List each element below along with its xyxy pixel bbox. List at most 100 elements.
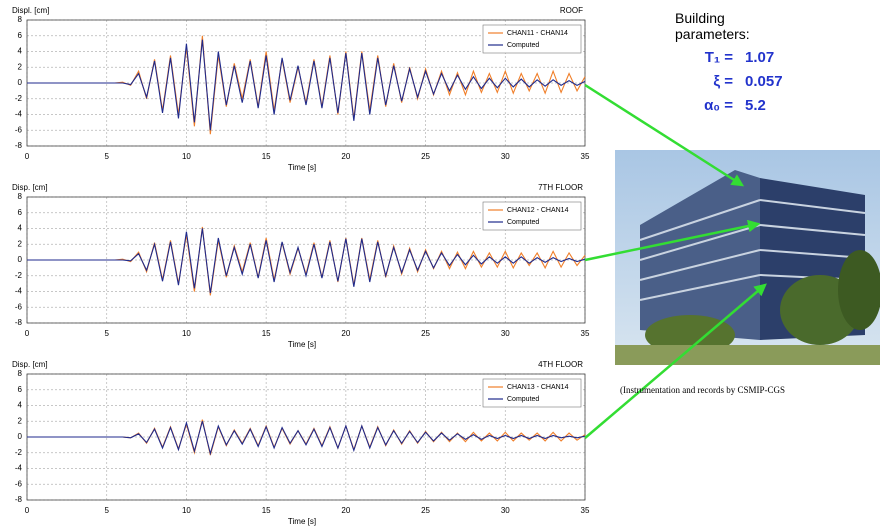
x-tick-label: 35 bbox=[581, 506, 590, 515]
y-tick-label: -4 bbox=[15, 287, 23, 296]
y-tick-label: -2 bbox=[15, 94, 23, 103]
y-tick-label: 4 bbox=[18, 401, 23, 410]
y-tick-label: 4 bbox=[18, 47, 23, 56]
y-tick-label: -4 bbox=[15, 464, 23, 473]
y-tick-label: 0 bbox=[18, 255, 23, 264]
y-tick-label: -8 bbox=[15, 318, 23, 327]
legend: CHAN13 - CHAN14 Computed bbox=[482, 378, 582, 408]
y-tick-label: 6 bbox=[18, 31, 23, 40]
floor-label: ROOF bbox=[560, 6, 583, 15]
x-tick-label: 20 bbox=[341, 152, 350, 161]
x-tick-label: 35 bbox=[581, 329, 590, 338]
x-tick-label: 20 bbox=[341, 329, 350, 338]
y-tick-label: 2 bbox=[18, 239, 23, 248]
x-axis-label: Time [s] bbox=[288, 163, 316, 172]
x-tick-label: 15 bbox=[262, 506, 271, 515]
building-side bbox=[640, 170, 760, 340]
y-tick-label: 6 bbox=[18, 385, 23, 394]
legend-label: CHAN13 - CHAN14 bbox=[507, 384, 569, 391]
building-photo bbox=[615, 150, 880, 365]
axis-title: Disp. [cm] bbox=[12, 183, 48, 192]
params-title: Building parameters: bbox=[675, 10, 750, 42]
param-row: ξ = 0.057 bbox=[675, 73, 795, 90]
legend-label: Computed bbox=[507, 42, 539, 49]
param-value: 0.057 bbox=[745, 73, 783, 90]
chart: -8 -6 -4 -2 0 2 4 6 8 0 5 10 15 20 25 30 35 Displ. [cm] RO… bbox=[12, 6, 590, 172]
y-tick-label: -6 bbox=[15, 479, 23, 488]
x-tick-label: 15 bbox=[262, 329, 271, 338]
lawn bbox=[615, 345, 880, 365]
y-tick-label: 6 bbox=[18, 208, 23, 217]
x-tick-label: 25 bbox=[421, 152, 430, 161]
param-symbol: α₀ = bbox=[704, 97, 733, 114]
param-symbol: ξ = bbox=[713, 73, 733, 90]
x-tick-label: 5 bbox=[104, 506, 109, 515]
x-axis-label: Time [s] bbox=[288, 340, 316, 349]
y-tick-label: -2 bbox=[15, 448, 23, 457]
y-tick-label: 4 bbox=[18, 224, 23, 233]
x-tick-label: 25 bbox=[421, 329, 430, 338]
y-tick-label: -6 bbox=[15, 125, 23, 134]
legend-box bbox=[482, 201, 582, 231]
arrow-4th bbox=[584, 283, 767, 439]
series-line bbox=[27, 228, 586, 294]
y-tick-label: 2 bbox=[18, 62, 23, 71]
param-value: 1.07 bbox=[745, 49, 775, 66]
x-tick-label: 10 bbox=[182, 506, 191, 515]
x-tick-label: 25 bbox=[421, 506, 430, 515]
legend: CHAN12 - CHAN14 Computed bbox=[482, 201, 582, 231]
floor-label: 4TH FLOOR bbox=[538, 360, 583, 369]
series-line bbox=[27, 39, 586, 131]
y-tick-label: -6 bbox=[15, 302, 23, 311]
x-tick-label: 5 bbox=[104, 152, 109, 161]
x-tick-label: 30 bbox=[501, 152, 510, 161]
y-tick-label: 8 bbox=[18, 369, 23, 378]
legend-box bbox=[482, 378, 582, 408]
y-tick-label: 0 bbox=[18, 78, 23, 87]
legend-label: CHAN12 - CHAN14 bbox=[507, 207, 569, 214]
chart: -8 -6 -4 -2 0 2 4 6 8 0 5 10 15 20 25 30 35 Disp. [cm] 4TH… bbox=[12, 360, 590, 526]
param-row: T₁ = 1.07 bbox=[675, 49, 795, 66]
param-value: 5.2 bbox=[745, 97, 766, 114]
x-tick-label: 0 bbox=[25, 329, 30, 338]
legend: CHAN11 - CHAN14 Computed bbox=[482, 24, 582, 54]
legend-label: CHAN11 - CHAN14 bbox=[507, 30, 568, 37]
building-parameters: Building parameters: T₁ = 1.07 ξ = 0.057 α… bbox=[675, 10, 795, 114]
param-symbol: T₁ = bbox=[704, 49, 733, 66]
y-tick-label: -4 bbox=[15, 110, 23, 119]
tree bbox=[838, 250, 880, 330]
x-tick-label: 20 bbox=[341, 506, 350, 515]
x-tick-label: 15 bbox=[262, 152, 271, 161]
axis-title: Disp. [cm] bbox=[12, 360, 48, 369]
chart: -8 -6 -4 -2 0 2 4 6 8 0 5 10 15 20 25 30 35 Disp. [cm] 7TH… bbox=[12, 183, 590, 349]
x-axis-label: Time [s] bbox=[288, 517, 316, 526]
y-tick-label: 2 bbox=[18, 416, 23, 425]
x-tick-label: 30 bbox=[501, 506, 510, 515]
x-tick-label: 10 bbox=[182, 329, 191, 338]
legend-label: Computed bbox=[507, 219, 539, 226]
y-tick-label: 8 bbox=[18, 15, 23, 24]
y-tick-label: 0 bbox=[18, 432, 23, 441]
y-tick-label: 8 bbox=[18, 192, 23, 201]
arrows bbox=[584, 83, 767, 439]
axis-title: Displ. [cm] bbox=[12, 6, 49, 15]
arrow-roof bbox=[584, 83, 745, 187]
x-tick-label: 0 bbox=[25, 152, 30, 161]
y-tick-label: -8 bbox=[15, 495, 23, 504]
x-tick-label: 35 bbox=[581, 152, 590, 161]
x-tick-label: 10 bbox=[182, 152, 191, 161]
caption: (Instrumentation and records by CSMIP-CG… bbox=[620, 385, 785, 395]
floor-label: 7TH FLOOR bbox=[538, 183, 583, 192]
x-tick-label: 0 bbox=[25, 506, 30, 515]
y-tick-label: -2 bbox=[15, 271, 23, 280]
arrow-7th bbox=[584, 219, 761, 262]
legend-box bbox=[482, 24, 582, 54]
series-line bbox=[27, 420, 586, 456]
param-row: α₀ = 5.2 bbox=[675, 97, 795, 114]
x-tick-label: 30 bbox=[501, 329, 510, 338]
x-tick-label: 5 bbox=[104, 329, 109, 338]
legend-label: Computed bbox=[507, 396, 539, 403]
y-tick-label: -8 bbox=[15, 141, 23, 150]
